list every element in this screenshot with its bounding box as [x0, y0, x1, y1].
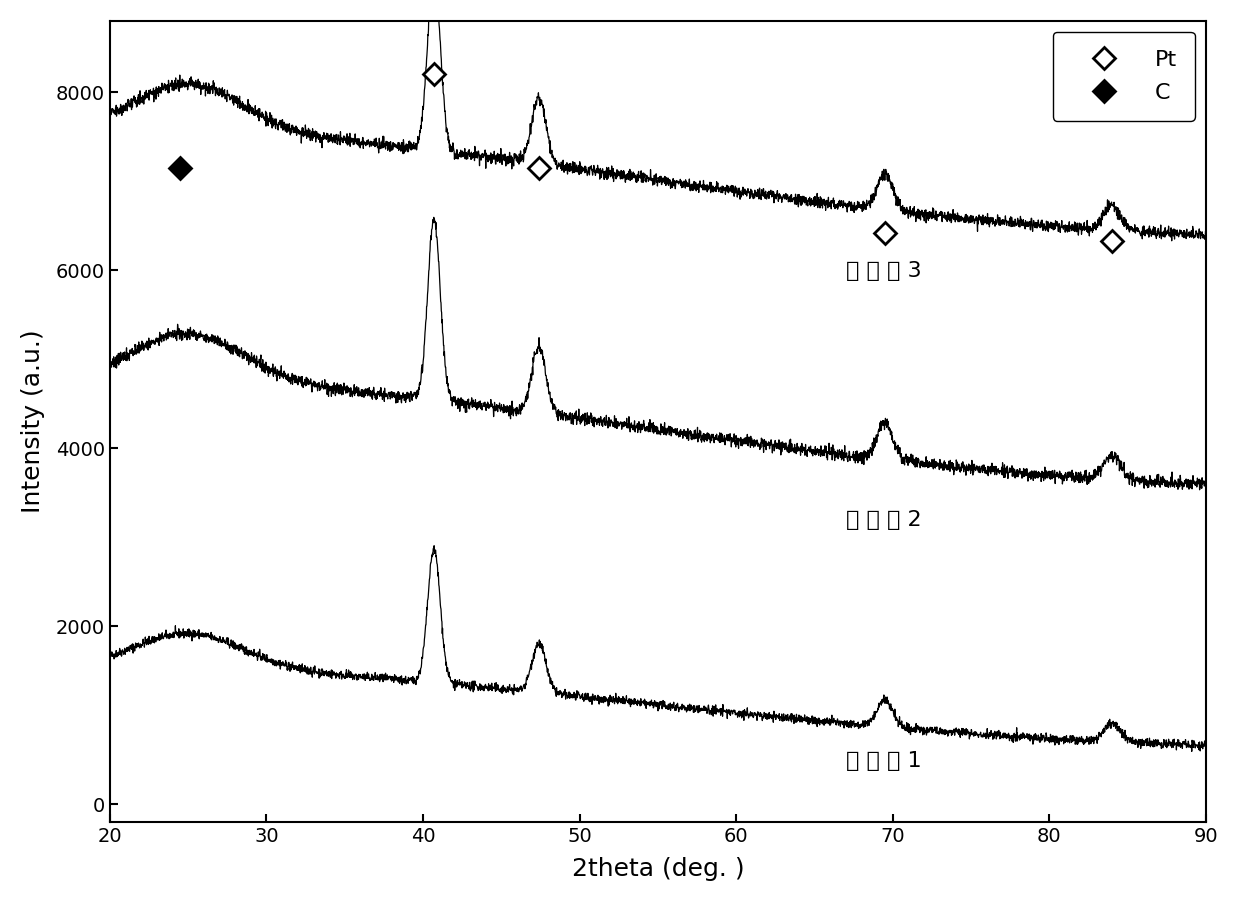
- Text: 实 施 例 1: 实 施 例 1: [846, 750, 922, 770]
- X-axis label: 2theta (deg. ): 2theta (deg. ): [571, 857, 745, 881]
- Text: 实 施 例 2: 实 施 例 2: [846, 511, 922, 530]
- Text: 实 施 例 3: 实 施 例 3: [846, 261, 922, 281]
- Y-axis label: Intensity (a.u.): Intensity (a.u.): [21, 330, 45, 513]
- Legend: Pt, C: Pt, C: [1053, 32, 1194, 121]
